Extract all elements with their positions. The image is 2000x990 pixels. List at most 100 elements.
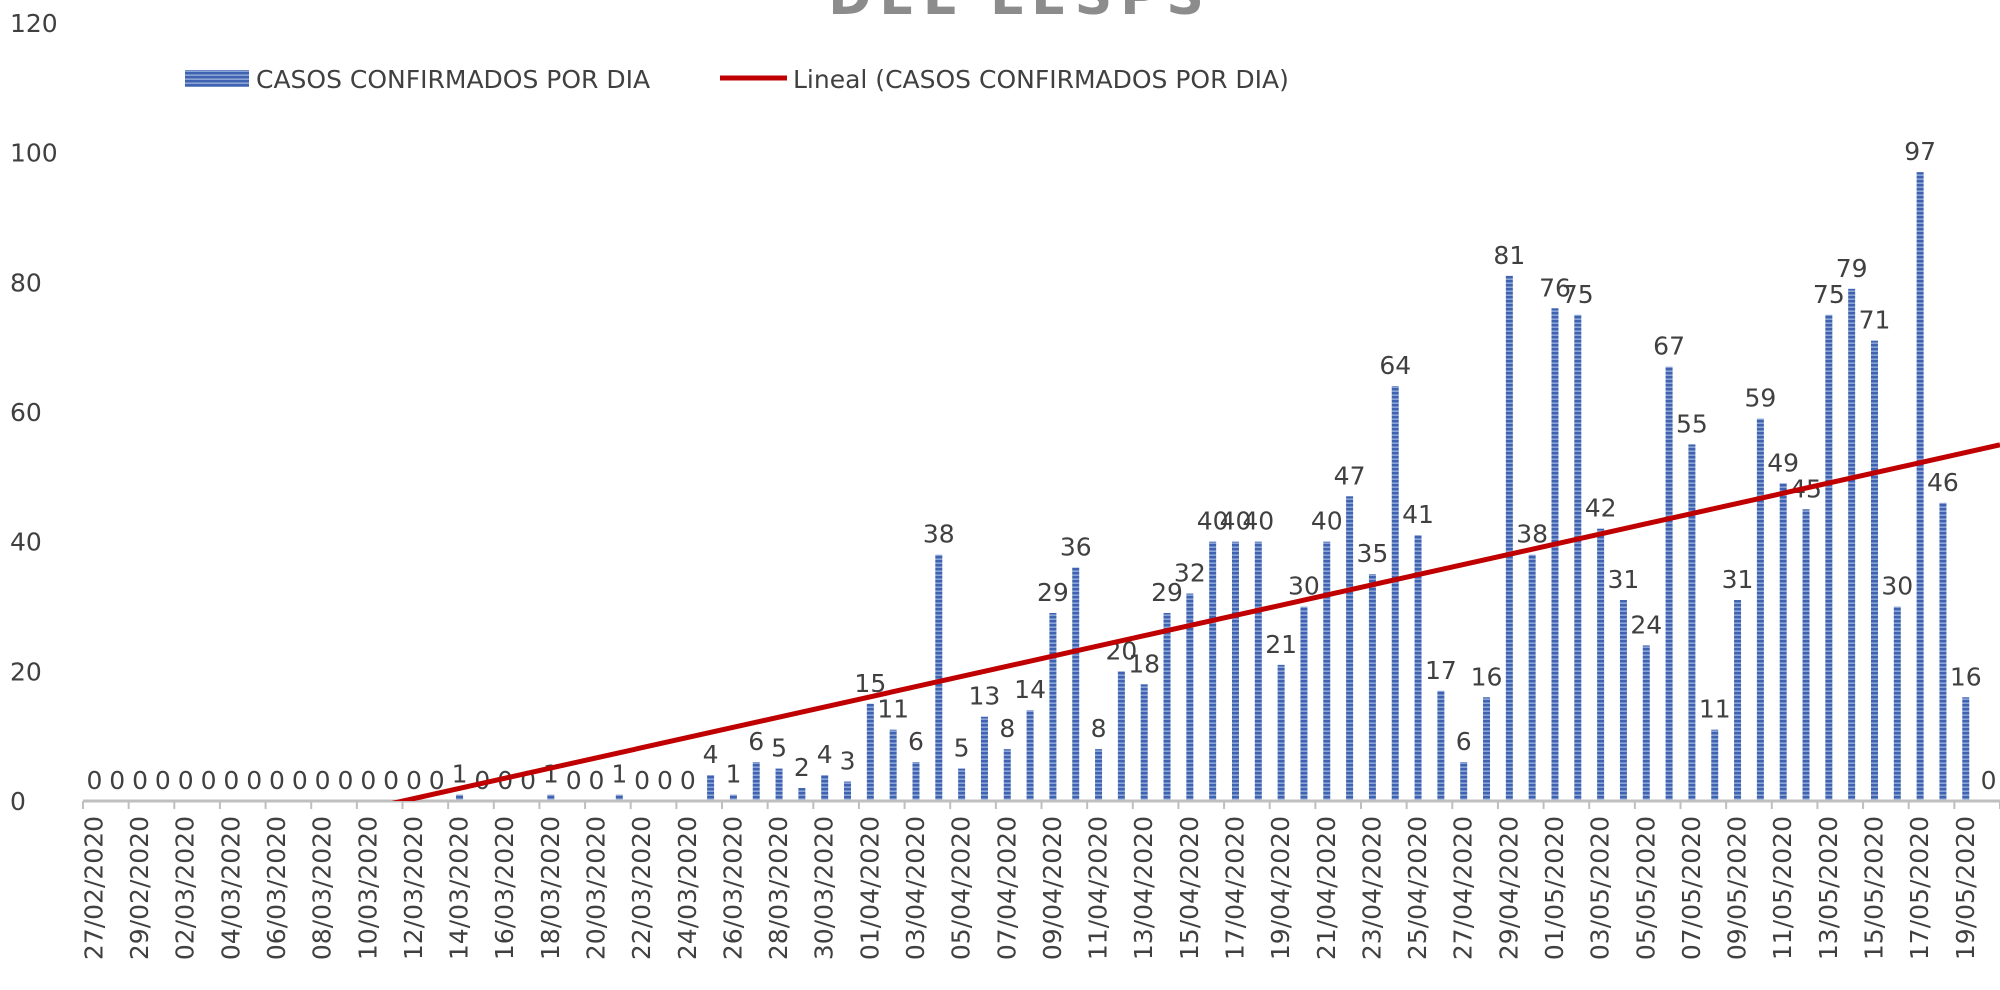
- x-tick-label: 03/05/2020: [1586, 816, 1615, 960]
- x-tick-label: 25/04/2020: [1403, 816, 1432, 960]
- bar: [1140, 684, 1148, 801]
- bar: [821, 775, 829, 801]
- x-tick-label: 05/04/2020: [947, 816, 976, 960]
- x-tick-label: 18/03/2020: [536, 816, 565, 960]
- data-label: 79: [1836, 254, 1868, 283]
- bar: [958, 768, 966, 801]
- bar: [980, 716, 988, 801]
- data-label: 0: [1981, 766, 1997, 795]
- bar: [1277, 664, 1285, 801]
- bar: [1619, 600, 1627, 801]
- data-label: 8: [1091, 714, 1107, 743]
- bar: [1642, 645, 1650, 801]
- x-tick-label: 23/04/2020: [1357, 816, 1386, 960]
- data-label: 32: [1174, 559, 1206, 588]
- data-label: 1: [452, 760, 468, 789]
- x-tick-label: 11/05/2020: [1768, 816, 1797, 960]
- bar: [1117, 671, 1125, 801]
- data-label: 0: [566, 766, 582, 795]
- data-label: 59: [1744, 383, 1776, 412]
- data-label: 11: [877, 695, 909, 724]
- data-label: 6: [1456, 727, 1472, 756]
- bar: [775, 768, 783, 801]
- data-label: 6: [908, 727, 924, 756]
- data-label: 1: [611, 760, 627, 789]
- bar: [1756, 418, 1764, 801]
- x-tick-label: 04/03/2020: [216, 816, 245, 960]
- data-label: 31: [1608, 565, 1640, 594]
- x-tick-label: 26/03/2020: [718, 816, 747, 960]
- data-label: 0: [269, 766, 285, 795]
- data-label: 0: [474, 766, 490, 795]
- data-label: 21: [1265, 630, 1297, 659]
- data-label: 64: [1379, 351, 1411, 380]
- trendline: [391, 442, 2000, 801]
- x-tick-label: 01/04/2020: [855, 816, 884, 960]
- bar: [1095, 749, 1103, 801]
- bar: [752, 762, 760, 801]
- data-label: 6: [748, 727, 764, 756]
- x-tick-label: 27/02/2020: [79, 816, 108, 960]
- data-label: 75: [1562, 280, 1594, 309]
- bar: [1254, 541, 1262, 801]
- data-label: 0: [132, 766, 148, 795]
- bar: [1460, 762, 1468, 801]
- data-label: 75: [1813, 280, 1845, 309]
- data-label: 36: [1060, 533, 1092, 562]
- bar: [1231, 541, 1239, 801]
- bar: [1049, 612, 1057, 801]
- bar: [1597, 528, 1605, 801]
- data-label: 46: [1927, 468, 1959, 497]
- x-tick-label: 09/05/2020: [1723, 816, 1752, 960]
- bar: [1072, 567, 1080, 801]
- data-label: 29: [1037, 578, 1069, 607]
- bar: [707, 775, 715, 801]
- bar: [1962, 697, 1970, 801]
- x-tick-label: 19/04/2020: [1266, 816, 1295, 960]
- y-tick-label: 120: [10, 9, 58, 38]
- x-tick-label: 02/03/2020: [171, 816, 200, 960]
- data-label: 71: [1859, 306, 1891, 335]
- bar: [1414, 535, 1422, 801]
- data-label: 40: [1197, 507, 1229, 536]
- data-label: 16: [1471, 662, 1503, 691]
- data-label: 5: [954, 734, 970, 763]
- bar: [1711, 729, 1719, 801]
- bar: [1688, 444, 1696, 801]
- bar: [1916, 172, 1924, 801]
- bar: [1574, 314, 1582, 801]
- bar: [1003, 749, 1011, 801]
- x-tick-label: 13/05/2020: [1814, 816, 1843, 960]
- x-tick-label: 30/03/2020: [810, 816, 839, 960]
- bar: [1186, 593, 1194, 801]
- data-label: 40: [1311, 507, 1343, 536]
- data-label: 4: [817, 740, 833, 769]
- data-label: 0: [360, 766, 376, 795]
- x-tick-label: 29/04/2020: [1494, 816, 1523, 960]
- x-tick-label: 07/04/2020: [992, 816, 1021, 960]
- bar: [1734, 600, 1742, 801]
- data-label: 0: [178, 766, 194, 795]
- data-label: 0: [155, 766, 171, 795]
- x-tick-label: 19/05/2020: [1951, 816, 1980, 960]
- x-tick-label: 12/03/2020: [399, 816, 428, 960]
- data-label: 0: [246, 766, 262, 795]
- y-tick-label: 60: [10, 398, 42, 427]
- bar: [547, 794, 555, 801]
- chart-title: DEL LESPS: [828, 0, 1212, 27]
- x-tick-label: 15/05/2020: [1859, 816, 1888, 960]
- data-label: 24: [1630, 610, 1662, 639]
- bar: [1893, 606, 1901, 801]
- data-label: 42: [1585, 494, 1617, 523]
- data-label: 0: [680, 766, 696, 795]
- trendline-group: [391, 442, 2000, 801]
- x-tick-label: 11/04/2020: [1084, 816, 1113, 960]
- legend-swatch: [185, 70, 249, 87]
- data-label: 47: [1334, 461, 1366, 490]
- data-label: 29: [1151, 578, 1183, 607]
- data-label: 0: [86, 766, 102, 795]
- y-tick-label: 80: [10, 268, 42, 297]
- x-tick-label: 09/04/2020: [1038, 816, 1067, 960]
- x-tick-label: 24/03/2020: [673, 816, 702, 960]
